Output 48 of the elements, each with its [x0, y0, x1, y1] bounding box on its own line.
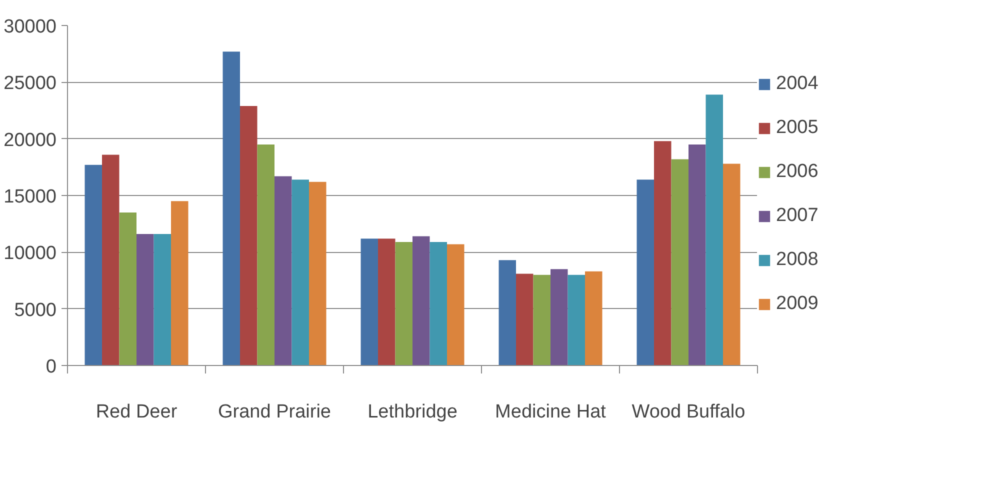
bar — [533, 274, 550, 366]
bar — [723, 164, 740, 366]
bar — [585, 271, 602, 366]
y-tick-label: 10000 — [4, 243, 57, 264]
bar — [154, 234, 171, 366]
y-tick-label: 0 — [46, 356, 57, 378]
bar — [119, 212, 136, 366]
bar — [550, 269, 568, 366]
legend-label: 2008 — [776, 249, 818, 271]
x-tick-label: Wood Buffalo — [632, 402, 746, 422]
bar — [430, 242, 447, 366]
bar — [706, 94, 723, 366]
legend-label: 2009 — [776, 293, 818, 315]
bar — [516, 274, 534, 366]
bar — [222, 52, 240, 366]
bar — [136, 234, 154, 366]
bar — [671, 159, 688, 366]
legend-label: 2005 — [776, 117, 818, 139]
bar — [636, 180, 654, 366]
bar — [360, 238, 378, 366]
bar — [688, 144, 706, 366]
y-tick-label: 5000 — [14, 300, 57, 321]
bar — [309, 182, 326, 366]
bar — [412, 236, 430, 366]
bar — [84, 164, 102, 366]
y-tick-label: 30000 — [4, 16, 57, 38]
bar — [447, 244, 464, 366]
x-tick-label: Lethbridge — [368, 402, 458, 422]
bar — [274, 176, 292, 366]
legend-label: 2006 — [776, 161, 818, 183]
x-tick-label: Grand Prairie — [218, 402, 332, 422]
x-tick-label: Red Deer — [96, 402, 178, 422]
y-tick-label: 20000 — [4, 130, 57, 151]
bar — [240, 106, 258, 366]
legend-label: 2007 — [776, 205, 818, 227]
bar — [292, 180, 309, 366]
y-tick-label: 25000 — [4, 73, 57, 94]
legend-label: 2004 — [776, 73, 818, 95]
bar — [102, 154, 120, 366]
bar — [568, 274, 585, 366]
bar — [378, 238, 396, 366]
x-tick-label: Medicine Hat — [495, 402, 607, 422]
bar — [395, 242, 412, 366]
bar — [171, 201, 188, 366]
bar — [498, 260, 516, 366]
bar — [654, 141, 672, 366]
bar — [257, 144, 274, 366]
y-tick-label: 15000 — [4, 186, 57, 208]
